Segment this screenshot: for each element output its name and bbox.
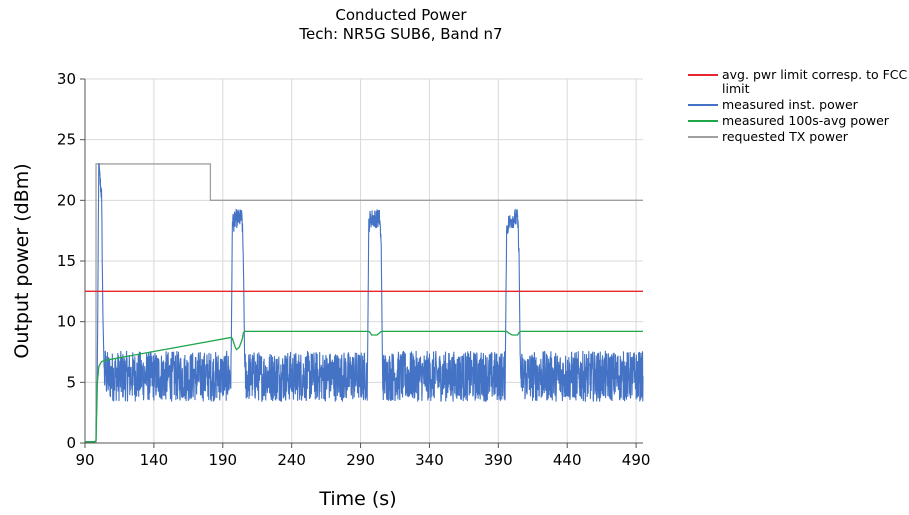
inst-power-line [85, 162, 644, 443]
x-tick-label: 140 [140, 451, 169, 469]
legend: avg. pwr limit corresp. to FCC SAR limit… [686, 68, 909, 146]
legend-item-inst: measured inst. power [686, 98, 909, 112]
legend-item-limit: avg. pwr limit corresp. to FCC SAR limit [686, 68, 909, 96]
legend-swatch-limit [688, 74, 718, 76]
x-tick-label: 340 [415, 451, 444, 469]
chart-title: Conducted Power [335, 6, 467, 24]
legend-item-avg: measured 100s-avg power [686, 114, 909, 128]
y-tick-label: 5 [66, 373, 76, 391]
legend-swatch-inst [688, 104, 718, 106]
y-tick-label: 15 [57, 252, 76, 270]
legend-item-requested: requested TX power [686, 130, 909, 144]
legend-label-avg: measured 100s-avg power [722, 113, 889, 128]
y-tick-label: 10 [57, 313, 76, 331]
y-tick-label: 25 [57, 131, 76, 149]
x-tick-label: 190 [208, 451, 237, 469]
x-tick-label: 290 [346, 451, 375, 469]
x-tick-label: 390 [484, 451, 513, 469]
legend-swatch-avg [688, 120, 718, 122]
y-tick-label: 0 [66, 434, 76, 452]
avg-power-line [85, 330, 643, 443]
legend-label-requested: requested TX power [722, 129, 848, 144]
x-tick-label: 90 [75, 451, 94, 469]
chart-subtitle: Tech: NR5G SUB6, Band n7 [299, 25, 503, 43]
legend-label-limit: avg. pwr limit corresp. to FCC SAR limit [722, 67, 909, 96]
legend-label-inst: measured inst. power [722, 97, 858, 112]
y-tick-label: 30 [57, 70, 76, 88]
x-tick-label: 240 [277, 451, 306, 469]
x-axis-label: Time (s) [318, 488, 396, 510]
x-tick-label: 490 [622, 451, 651, 469]
y-axis-label: Output power (dBm) [11, 163, 33, 358]
x-tick-label: 440 [553, 451, 582, 469]
legend-swatch-requested [688, 136, 718, 138]
y-tick-label: 20 [57, 191, 76, 209]
